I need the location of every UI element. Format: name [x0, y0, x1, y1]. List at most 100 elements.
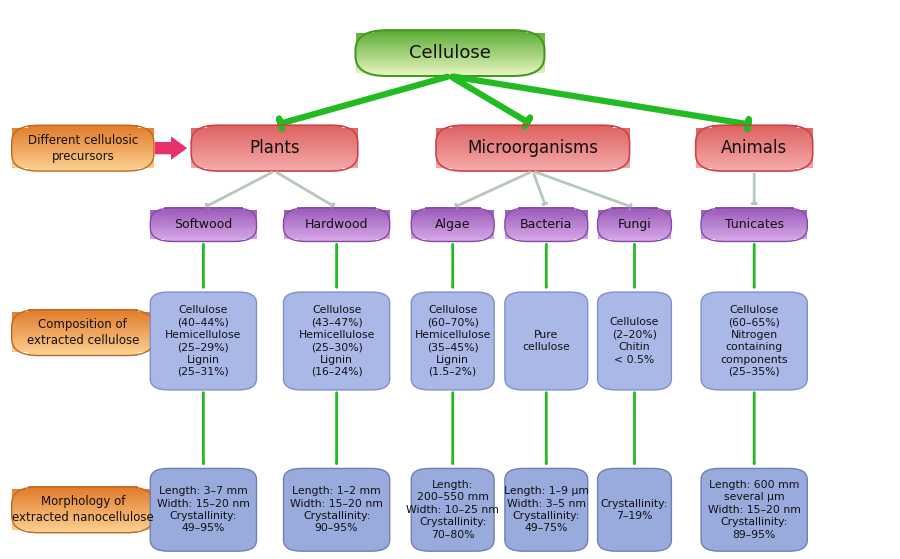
Text: Length: 1–9 μm
Width: 3–5 nm
Crystallinity:
49–75%: Length: 1–9 μm Width: 3–5 nm Crystallini…	[504, 486, 589, 533]
Bar	[696, 154, 813, 156]
Bar	[284, 236, 390, 238]
Bar	[12, 503, 154, 505]
Bar	[696, 164, 813, 167]
Bar	[12, 312, 154, 314]
Bar	[505, 236, 588, 238]
Bar	[12, 489, 154, 491]
Bar	[284, 217, 390, 219]
Bar	[12, 140, 154, 142]
Bar	[12, 329, 154, 331]
Bar	[411, 235, 494, 237]
Bar	[598, 225, 671, 227]
Bar	[12, 162, 154, 163]
Bar	[150, 215, 256, 217]
Bar	[150, 211, 256, 212]
Bar	[297, 209, 376, 210]
Text: Cellulose
(60–65%)
Nitrogen
containing
components
(25–35%): Cellulose (60–65%) Nitrogen containing c…	[720, 305, 788, 377]
Bar	[12, 340, 154, 342]
Bar	[356, 55, 544, 58]
Bar	[12, 511, 154, 513]
Bar	[12, 320, 154, 322]
Bar	[150, 222, 256, 224]
Bar	[297, 240, 376, 241]
Bar	[12, 517, 154, 519]
Bar	[505, 228, 588, 229]
Bar	[505, 229, 588, 230]
Bar	[374, 74, 526, 76]
Bar	[701, 221, 807, 222]
Bar	[12, 509, 154, 511]
Bar	[356, 61, 544, 64]
Bar	[696, 148, 813, 150]
Bar	[452, 125, 614, 127]
Bar	[191, 143, 358, 145]
Bar	[411, 223, 494, 225]
Bar	[12, 337, 154, 339]
Bar	[284, 226, 390, 228]
Text: Bacteria: Bacteria	[520, 218, 572, 231]
FancyBboxPatch shape	[411, 468, 494, 551]
Bar	[150, 224, 256, 226]
Bar	[701, 213, 807, 215]
Bar	[191, 166, 358, 168]
Bar	[374, 31, 526, 33]
Bar	[505, 238, 588, 239]
Bar	[701, 235, 807, 237]
Bar	[598, 215, 671, 217]
Bar	[598, 230, 671, 231]
Bar	[715, 239, 794, 240]
Bar	[715, 209, 794, 210]
Bar	[436, 149, 630, 151]
Bar	[411, 236, 494, 238]
Bar	[191, 140, 358, 142]
Bar	[701, 232, 807, 234]
Bar	[411, 232, 494, 234]
Bar	[356, 63, 544, 65]
Bar	[150, 213, 256, 215]
Bar	[411, 234, 494, 236]
Bar	[12, 343, 154, 345]
Bar	[284, 220, 390, 221]
Bar	[164, 207, 243, 209]
Bar	[411, 228, 494, 229]
Bar	[701, 238, 807, 239]
Bar	[191, 145, 358, 146]
Bar	[356, 40, 544, 42]
Bar	[284, 235, 390, 237]
Bar	[701, 224, 807, 226]
Bar	[598, 233, 671, 235]
Bar	[12, 324, 154, 326]
Bar	[436, 127, 630, 130]
Bar	[436, 129, 630, 131]
Text: Plants: Plants	[249, 139, 300, 157]
Bar	[505, 224, 588, 226]
Bar	[436, 131, 630, 133]
Bar	[598, 231, 671, 233]
Bar	[28, 168, 138, 169]
Bar	[28, 125, 138, 127]
FancyBboxPatch shape	[150, 468, 256, 551]
Bar	[696, 152, 813, 154]
Bar	[505, 231, 588, 233]
Bar	[611, 209, 658, 210]
Bar	[696, 158, 813, 160]
Bar	[425, 207, 481, 209]
Bar	[191, 146, 358, 148]
Bar	[297, 239, 376, 240]
FancyBboxPatch shape	[411, 292, 494, 390]
Bar	[611, 240, 658, 241]
Bar	[411, 222, 494, 224]
Text: Crystallinity:
7–19%: Crystallinity: 7–19%	[601, 499, 668, 521]
Bar	[696, 127, 813, 130]
Bar	[436, 152, 630, 154]
Bar	[284, 228, 390, 229]
Bar	[12, 143, 154, 145]
FancyBboxPatch shape	[150, 292, 256, 390]
Bar	[284, 230, 390, 231]
Bar	[12, 321, 154, 324]
Bar	[505, 222, 588, 224]
Bar	[598, 232, 671, 234]
Bar	[518, 240, 574, 241]
Bar	[696, 132, 813, 134]
Bar	[696, 150, 813, 153]
